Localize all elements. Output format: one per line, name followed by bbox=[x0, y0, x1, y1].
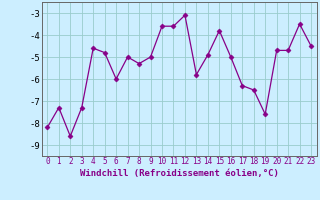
X-axis label: Windchill (Refroidissement éolien,°C): Windchill (Refroidissement éolien,°C) bbox=[80, 169, 279, 178]
